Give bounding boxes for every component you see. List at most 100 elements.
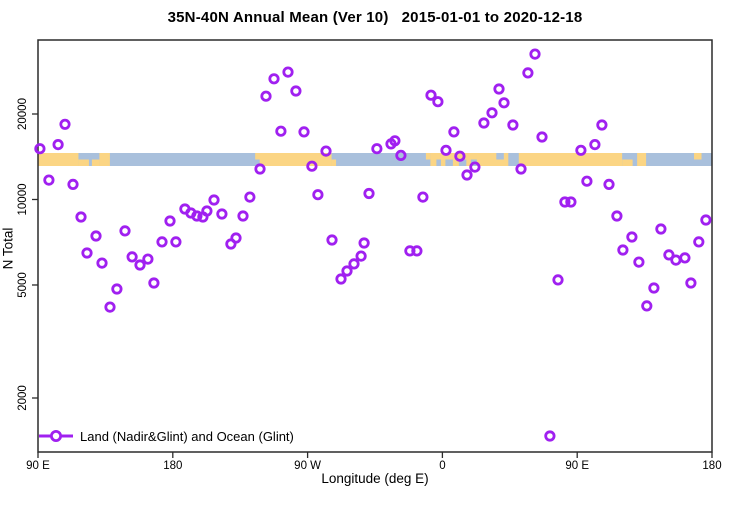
map-band-land-segment: [259, 153, 332, 166]
map-band-land-segment: [91, 159, 100, 166]
data-point: [663, 249, 675, 261]
plot-border: [37, 39, 713, 453]
map-band-land-segment: [38, 153, 79, 166]
data-point: [164, 215, 176, 227]
legend-label: Land (Nadir&Glint) and Ocean (Glint): [80, 428, 294, 444]
map-band-land-segment: [255, 153, 262, 160]
map-band-land-segment: [622, 159, 633, 166]
x-tick-label: 180: [702, 460, 721, 472]
x-tick-label: 180: [163, 460, 182, 472]
data-point: [216, 208, 228, 220]
data-point: [104, 301, 116, 313]
data-point: [268, 73, 280, 85]
data-point: [648, 282, 660, 294]
y-tick-label: 5000: [17, 272, 29, 298]
data-point: [348, 258, 360, 270]
data-point: [603, 178, 615, 190]
x-tick-label: 90 E: [565, 460, 589, 472]
data-point: [156, 236, 168, 248]
data-point: [90, 230, 102, 242]
data-point: [335, 273, 347, 285]
data-point: [142, 253, 154, 265]
data-point: [371, 143, 383, 155]
data-point: [700, 214, 712, 226]
data-point: [515, 163, 527, 175]
data-point: [617, 244, 629, 256]
data-point: [498, 97, 510, 109]
data-point: [679, 252, 691, 264]
data-point: [529, 48, 541, 60]
x-tick-label: 90 W: [294, 460, 321, 472]
data-point: [59, 118, 71, 130]
data-point: [75, 211, 87, 223]
map-band-land-segment: [694, 153, 702, 160]
data-point: [126, 251, 138, 263]
map-band-land-segment: [99, 153, 110, 166]
map-band-ocean-patch: [445, 159, 453, 166]
data-point: [134, 259, 146, 271]
data-point: [478, 117, 490, 129]
data-point: [469, 161, 481, 173]
data-point: [633, 256, 645, 268]
map-band-land-segment: [425, 153, 431, 160]
data-point: [275, 125, 287, 137]
data-point: [432, 96, 444, 108]
data-point: [96, 257, 108, 269]
data-point: [111, 283, 123, 295]
map-band-land-segment: [518, 153, 623, 166]
legend: Land (Nadir&Glint) and Ocean (Glint): [38, 428, 294, 444]
data-point: [52, 139, 64, 151]
data-point: [522, 67, 534, 79]
data-point: [461, 169, 473, 181]
data-point: [693, 236, 705, 248]
data-point: [448, 126, 460, 138]
data-point: [565, 196, 577, 208]
data-point: [191, 210, 203, 222]
data-point: [355, 250, 367, 262]
data-point: [306, 160, 318, 172]
data-point: [230, 232, 242, 244]
x-tick-label: 0: [439, 460, 445, 472]
data-point: [320, 145, 332, 157]
data-point: [170, 236, 182, 248]
data-point: [575, 144, 587, 156]
data-point: [208, 194, 220, 206]
data-point: [486, 107, 498, 119]
map-band-ocean-patch: [496, 153, 504, 160]
data-point: [341, 265, 353, 277]
data-point: [201, 205, 213, 217]
data-point: [237, 210, 249, 222]
data-point: [611, 210, 623, 222]
y-tick-label: 10000: [17, 184, 29, 216]
chart-title: 35N-40N Annual Mean (Ver 10) 2015-01-01 …: [167, 9, 583, 26]
data-point: [395, 149, 407, 161]
data-point: [507, 119, 519, 131]
data-point: [389, 135, 401, 147]
data-point: [363, 187, 375, 200]
data-point: [655, 223, 667, 235]
data-point: [260, 90, 272, 102]
data-point: [596, 119, 608, 131]
data-point: [298, 126, 310, 138]
data-point: [81, 247, 93, 259]
map-band-ocean-patch: [458, 159, 467, 166]
data-point: [581, 175, 593, 187]
x-tick-label: 90 E: [26, 460, 50, 472]
data-point: [670, 254, 682, 266]
data-point: [425, 89, 437, 101]
data-point: [148, 277, 160, 289]
data-point: [454, 150, 466, 162]
data-point: [493, 83, 505, 95]
data-point: [589, 139, 601, 151]
data-point: [440, 144, 452, 156]
data-point: [411, 245, 423, 257]
data-point: [326, 234, 338, 246]
data-point: [559, 196, 571, 208]
data-point: [536, 131, 548, 143]
y-axis-title: N Total: [0, 227, 16, 270]
data-point: [626, 231, 638, 243]
data-point: [417, 191, 429, 203]
map-band-land-segment: [78, 159, 89, 166]
